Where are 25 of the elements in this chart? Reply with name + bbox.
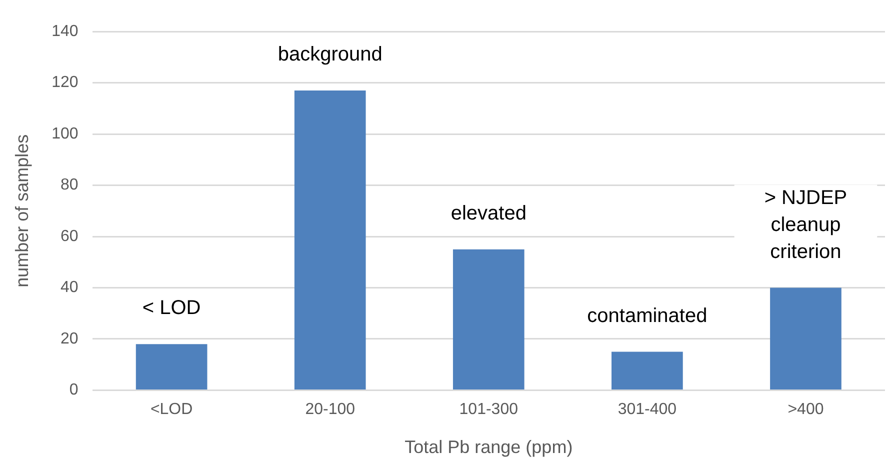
y-tick-label: 60 [60, 228, 78, 245]
y-tick-label: 100 [52, 125, 78, 142]
bar [612, 352, 683, 390]
x-tick-label: <LOD [150, 401, 193, 418]
x-tick-label: >400 [788, 401, 824, 418]
bar [136, 344, 208, 390]
x-tick-label: 101-300 [459, 401, 518, 418]
y-tick-label: 20 [60, 330, 78, 348]
bar [294, 90, 366, 390]
y-tick-label: 40 [60, 279, 78, 296]
x-axis-title: Total Pb range (ppm) [404, 437, 573, 458]
y-tick-label: 120 [52, 74, 78, 92]
y-tick-label: 80 [60, 176, 78, 194]
bar [770, 288, 842, 390]
bar [452, 249, 524, 390]
annotation: contaminated [587, 304, 708, 327]
y-tick-label: 0 [69, 382, 78, 399]
annotation: background [278, 44, 382, 66]
y-tick-label: 140 [52, 23, 78, 40]
annotation: elevated [450, 202, 526, 224]
annotation: > NJDEP cleanup criterion [764, 186, 848, 263]
y-axis-title: number of samples [12, 134, 32, 288]
x-tick-label: 20-100 [305, 401, 356, 418]
annotation: < LOD [142, 297, 201, 320]
x-tick-label: 301-400 [618, 401, 677, 418]
